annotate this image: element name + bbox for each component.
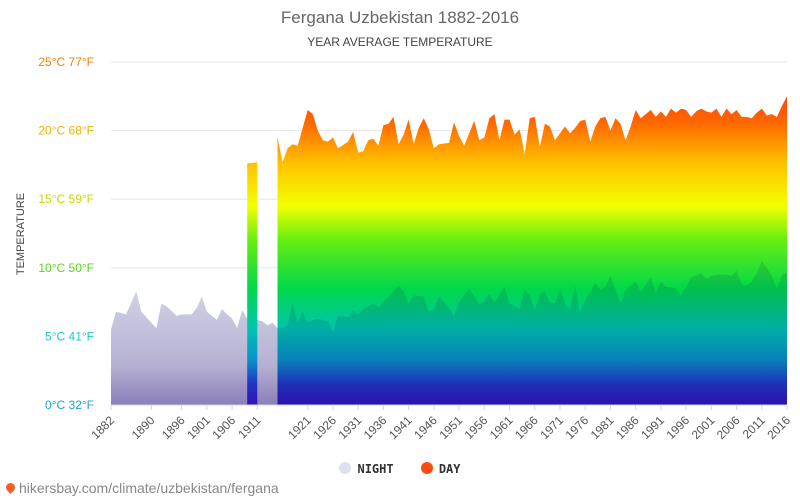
y-tick-label: 25°C 77°F	[38, 55, 94, 69]
y-tick-label: 15°C 59°F	[38, 192, 94, 206]
y-axis-title: TEMPERATURE	[15, 193, 27, 275]
x-tick-label: 1976	[563, 413, 592, 442]
x-tick-label: 1936	[361, 413, 390, 442]
day-area-early	[247, 162, 258, 405]
x-tick-label: 1896	[159, 413, 188, 442]
day-area	[277, 96, 787, 406]
x-tick-label: 1971	[537, 413, 566, 442]
legend-item-night[interactable]: NIGHT	[339, 462, 394, 476]
x-tick-label: 1951	[436, 413, 465, 442]
x-tick-label: 1921	[285, 413, 314, 442]
x-tick-label: 1931	[336, 413, 365, 442]
legend-item-day[interactable]: DAY	[420, 462, 461, 476]
x-tick-label: 2006	[714, 413, 743, 442]
night-area-early	[111, 291, 278, 405]
chart-title: Fergana Uzbekistan 1882-2016	[280, 8, 520, 27]
source-link[interactable]: hikersbay.com/climate/uzbekistan/fergana	[4, 480, 279, 496]
source-url: hikersbay.com/climate/uzbekistan/fergana	[19, 480, 279, 496]
y-tick-label: 5°C 41°F	[45, 329, 94, 343]
x-tick-label: 2001	[689, 413, 718, 442]
legend-night-label: NIGHT	[357, 462, 394, 476]
chart-subtitle: YEAR AVERAGE TEMPERATURE	[307, 35, 493, 49]
x-tick-label: 1981	[588, 413, 617, 442]
x-tick-label: 1890	[129, 413, 158, 442]
night-area	[277, 260, 787, 405]
location-pin-icon	[4, 481, 17, 494]
x-tick-label: 1926	[310, 413, 339, 442]
x-tick-label: 1906	[209, 413, 238, 442]
x-tick-label: 1911	[235, 413, 263, 441]
day-swatch	[420, 462, 433, 474]
x-tick-label: 1882	[88, 413, 117, 442]
x-tick-label: 2011	[740, 413, 768, 441]
x-tick-label: 1901	[184, 413, 213, 442]
x-tick-label: 1941	[386, 413, 415, 442]
plot-area	[111, 96, 787, 406]
y-tick-label: 20°C 68°F	[38, 124, 94, 138]
x-tick-label: 1946	[411, 413, 440, 442]
x-tick-label: 1996	[663, 413, 692, 442]
y-tick-label: 0°C 32°F	[45, 398, 94, 412]
x-tick-label: 1956	[462, 413, 491, 442]
legend: NIGHT DAY	[0, 462, 800, 476]
legend-day-label: DAY	[438, 462, 461, 476]
night-swatch	[339, 462, 352, 474]
x-tick-label: 1961	[487, 413, 516, 442]
x-tick-label: 1986	[613, 413, 642, 442]
y-tick-label: 10°C 50°F	[38, 261, 94, 275]
x-tick-label: 1966	[512, 413, 541, 442]
x-tick-label: 2016	[764, 413, 793, 442]
x-tick-label: 1991	[638, 413, 667, 442]
y-axis: 0°C 32°F 5°C 41°F 10°C 50°F 15°C 59°F 20°C 6…	[38, 55, 94, 412]
